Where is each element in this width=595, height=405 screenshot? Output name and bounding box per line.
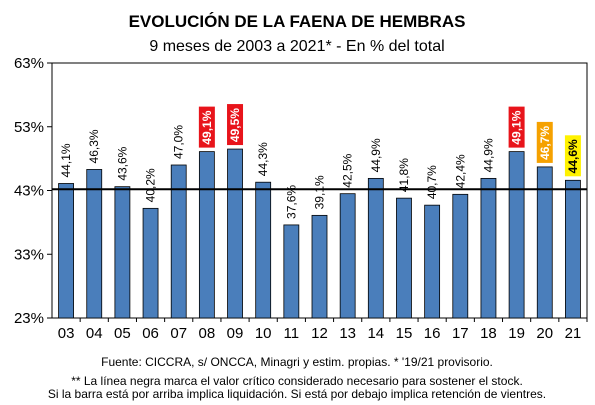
- bar: [311, 214, 328, 319]
- x-tick-label: 21: [565, 325, 582, 342]
- x-tick-label: 15: [396, 325, 413, 342]
- y-tick-label: 63%: [14, 55, 44, 72]
- bar: [114, 186, 131, 319]
- data-label: 43,6%: [115, 146, 129, 180]
- data-label-highlight: [536, 121, 553, 163]
- bar: [536, 166, 553, 319]
- x-tick-label: 04: [86, 325, 103, 342]
- x-tick-label: 10: [255, 325, 272, 342]
- y-tick-label: 23%: [14, 310, 44, 327]
- data-label: 44,3%: [256, 142, 270, 176]
- bar: [283, 224, 300, 319]
- footnote-interpretation: Si la barra está por arriba implica liqu…: [48, 387, 546, 401]
- x-tick-label: 14: [367, 325, 384, 342]
- data-label-highlight: [508, 106, 525, 148]
- y-tick-label: 53%: [14, 119, 44, 136]
- bar: [198, 151, 215, 319]
- data-label: 44,9%: [369, 138, 383, 172]
- bar: [508, 151, 525, 319]
- data-label: 39,1%: [313, 175, 327, 209]
- data-label: 47,0%: [172, 125, 186, 159]
- x-tick-label: 08: [199, 325, 216, 342]
- x-tick-label: 20: [536, 325, 553, 342]
- bar: [396, 197, 412, 319]
- bar: [142, 207, 159, 319]
- bar: [424, 204, 441, 319]
- x-tick-label: 11: [284, 325, 300, 342]
- x-tick-label: 18: [480, 325, 497, 342]
- plot-area: 23% 33% 43% 53% 63% 03 04 05 06 07 08 09 10 11 12 13 14 1…: [14, 55, 588, 342]
- bar: [565, 179, 581, 319]
- x-tick-label: 19: [508, 325, 525, 342]
- data-label: 40,2%: [144, 168, 158, 202]
- bar: [480, 177, 497, 319]
- x-tick-label: 06: [142, 325, 159, 342]
- x-tick-label: 12: [311, 325, 328, 342]
- data-label: 44,6%: [566, 139, 580, 173]
- y-tick-label: 43%: [14, 183, 44, 200]
- data-label: 44,1%: [59, 143, 73, 177]
- source-note: Fuente: CICCRA, s/ ONCCA, Minagri y esti…: [101, 355, 493, 369]
- x-tick-label: 16: [424, 325, 441, 342]
- bar: [86, 169, 103, 319]
- x-tick-label: 09: [227, 325, 244, 342]
- data-label: 42,4%: [453, 154, 467, 188]
- x-tick-label: 07: [170, 325, 187, 342]
- data-label-highlight: [198, 106, 215, 148]
- chart-subtitle: 9 meses de 2003 a 2021* - En % del total: [149, 38, 444, 55]
- x-tick-label: 17: [452, 325, 469, 342]
- data-label: 49,5%: [228, 108, 242, 142]
- bar: [452, 193, 469, 319]
- bar: [227, 148, 243, 319]
- data-label: 46,7%: [538, 126, 552, 160]
- bar: [58, 183, 74, 319]
- data-label: 44,9%: [481, 138, 495, 172]
- chart-title: EVOLUCIÓN DE LA FAENA DE HEMBRAS: [129, 12, 466, 31]
- data-label-highlight: [227, 104, 244, 146]
- data-label: 42,5%: [341, 153, 355, 187]
- bar: [367, 177, 384, 319]
- footnote-critical-line: ** La línea negra marca el valor crítico…: [71, 374, 523, 388]
- data-label: 46,3%: [87, 129, 101, 163]
- data-label: 40,7%: [425, 165, 439, 199]
- data-label: 37,6%: [284, 185, 298, 219]
- x-tick-label: 13: [339, 325, 356, 342]
- data-label: 49,1%: [510, 110, 524, 144]
- x-tick-label: 03: [58, 325, 75, 342]
- y-tick-label: 33%: [14, 246, 44, 263]
- bar: [170, 164, 187, 319]
- data-label-highlight: [564, 135, 581, 177]
- data-label: 41,8%: [397, 158, 411, 192]
- bar: [255, 181, 272, 319]
- bar: [339, 193, 356, 319]
- x-tick-label: 05: [114, 325, 131, 342]
- data-label: 49,1%: [200, 110, 214, 144]
